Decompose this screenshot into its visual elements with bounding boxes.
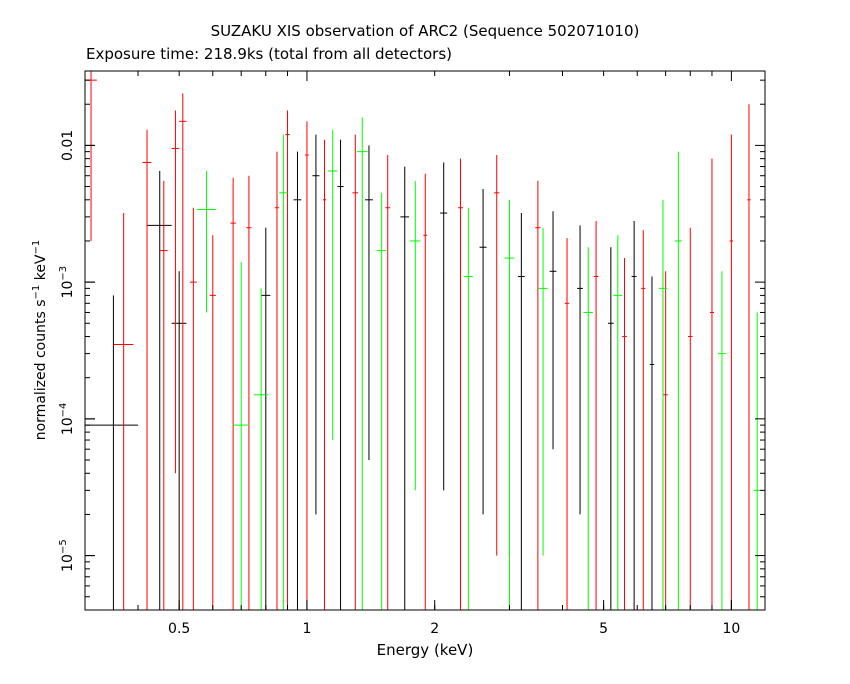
y-tick-base: 10 (60, 281, 76, 299)
y-axis-label-base: normalized counts s (33, 299, 49, 440)
y-tick-exp: −4 (58, 403, 69, 418)
y-tick-exp: −3 (58, 266, 69, 281)
series-0 (85, 134, 655, 610)
y-axis-label-exp2: −1 (31, 240, 42, 255)
y-tick-label: 10−5 (58, 539, 76, 572)
x-tick-label: 10 (722, 621, 740, 637)
plot-frame (84, 70, 766, 611)
y-axis-label: normalized counts s−1 keV−1 (31, 240, 49, 441)
series-layer (85, 71, 761, 610)
series-1 (85, 71, 751, 610)
y-axis-label-exp1: −1 (31, 285, 42, 300)
y-tick-label: 10−3 (58, 266, 76, 299)
y-tick-exp: −5 (58, 539, 69, 554)
x-tick-label: 5 (599, 621, 608, 637)
x-tick-label: 1 (302, 621, 311, 637)
chart-title: SUZAKU XIS observation of ARC2 (Sequence… (211, 22, 640, 40)
y-tick-label: 10−4 (58, 403, 76, 436)
x-axis-label: Energy (keV) (377, 641, 474, 659)
series-2 (196, 117, 761, 610)
y-tick-base: 10 (60, 554, 76, 572)
y-axis-label-mid: keV (33, 254, 49, 285)
x-tick-label: 2 (430, 621, 439, 637)
chart-subtitle: Exposure time: 218.9ks (total from all d… (86, 45, 452, 63)
y-tick-label: 0.01 (60, 130, 76, 161)
x-tick-label: 0.5 (168, 621, 190, 637)
y-tick-base: 10 (60, 417, 76, 435)
